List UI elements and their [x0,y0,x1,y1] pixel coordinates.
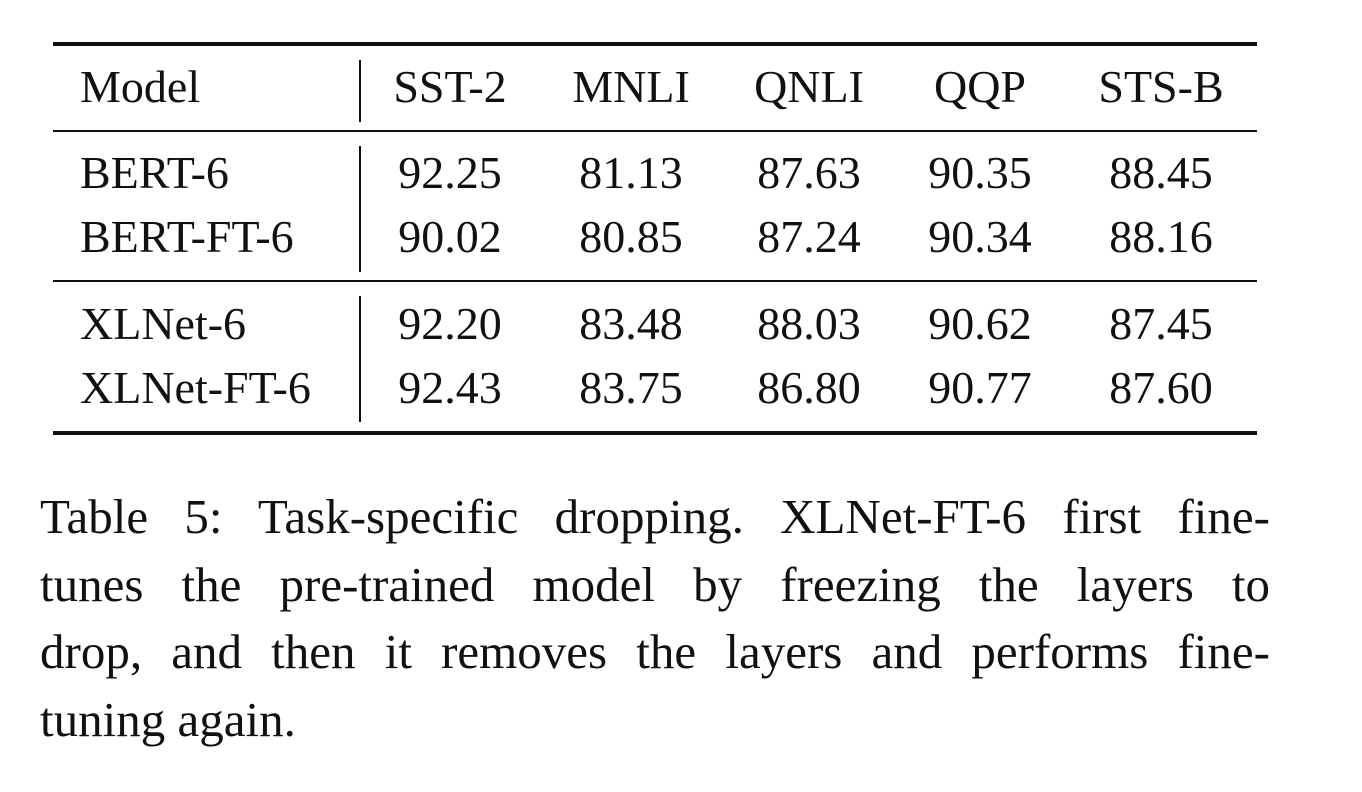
cell-stsb: 88.16 [1109,211,1213,262]
header-qqp: QQP [933,61,1027,112]
header-stsb: STS-B [1098,61,1224,112]
cell-qqp: 90.77 [928,362,1032,413]
cell-sst2: 92.20 [398,298,502,349]
cell-qnli: 87.63 [757,147,861,198]
cell-qnli: 88.03 [757,298,861,349]
table-top-rule [53,42,1257,46]
header-qnli: QNLI [754,61,864,112]
cell-qqp: 90.35 [928,147,1032,198]
cell-sst2: 92.43 [398,362,502,413]
cell-mnli: 81.13 [579,147,683,198]
header-mnli: MNLI [572,61,690,112]
caption-line: tuning again. [40,691,296,747]
cell-stsb: 87.45 [1109,298,1213,349]
cell-sst2: 92.25 [398,147,502,198]
cell-qqp: 90.34 [928,211,1032,262]
cell-qqp: 90.62 [928,298,1032,349]
cell-qnli: 87.24 [757,211,861,262]
cell-qnli: 86.80 [757,362,861,413]
row-model: XLNet-6 [80,298,247,349]
table-bottom-rule [53,431,1257,435]
row-model: BERT-6 [80,147,229,198]
group-separator-rule [53,280,1257,282]
cell-stsb: 88.45 [1109,147,1213,198]
group2-vertical-rule [359,296,361,422]
header-sst2: SST-2 [393,61,507,112]
cell-sst2: 90.02 [398,211,502,262]
table-caption: Table 5: Task-specific dropping. XLNet-F… [40,483,1270,753]
cell-mnli: 83.48 [579,298,683,349]
caption-line: Table 5: Task-specific dropping. XLNet-F… [40,489,1270,544]
header-rule [53,130,1257,132]
cell-stsb: 87.60 [1109,362,1213,413]
row-model: BERT-FT-6 [80,211,294,262]
caption-line: drop, and then it removes the layers and… [40,624,1270,679]
header-model: Model [80,61,201,112]
cell-mnli: 80.85 [579,211,683,262]
group1-vertical-rule [359,146,361,272]
row-model: XLNet-FT-6 [80,362,311,413]
caption-line: tunes the pre-trained model by freezing … [40,556,1270,612]
cell-mnli: 83.75 [579,362,683,413]
header-vertical-rule [359,60,361,122]
